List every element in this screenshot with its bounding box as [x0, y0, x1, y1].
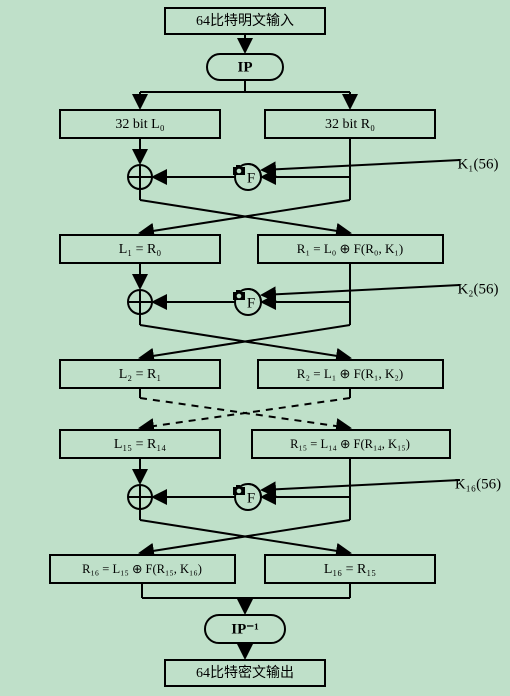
- r16-label: R₁₆ = L₁₅ ⊕ F(R₁₅, K₁₆): [82, 562, 202, 576]
- xor-1: [128, 165, 152, 189]
- r0-label: 32 bit R₀: [325, 117, 375, 132]
- input-label: 64比特明文输入: [196, 13, 294, 29]
- xor-2: [128, 290, 152, 314]
- ip-label: IP: [238, 59, 253, 75]
- k1-label: K₁(56): [457, 156, 498, 172]
- k2-label: K₂(56): [457, 281, 498, 297]
- r15-label: R₁₅ = L₁₄ ⊕ F(R₁₄, K₁₅): [290, 437, 410, 451]
- output-label: 64比特密文输出: [196, 664, 294, 681]
- r1-label: R₁ = L₀ ⊕ F(R₀, K₁): [297, 241, 403, 256]
- l0-label: 32 bit L₀: [115, 117, 164, 132]
- ipinv-label: IP⁻¹: [231, 621, 258, 637]
- l1-label: L₁ = R₀: [119, 242, 162, 257]
- l16-label: L₁₆ = R₁₅: [324, 562, 376, 577]
- l2-label: L₂ = R₁: [119, 367, 162, 382]
- des-flowchart: F 64比特明文输入 IP 32 bit L₀ 32 bit R₀: [0, 0, 510, 696]
- k16-label: K₁₆(56): [455, 476, 501, 492]
- r2-label: R₂ = L₁ ⊕ F(R₁, K₂): [297, 366, 403, 381]
- xor-16: [128, 485, 152, 509]
- l15-label: L₁₅ = R₁₄: [114, 437, 166, 452]
